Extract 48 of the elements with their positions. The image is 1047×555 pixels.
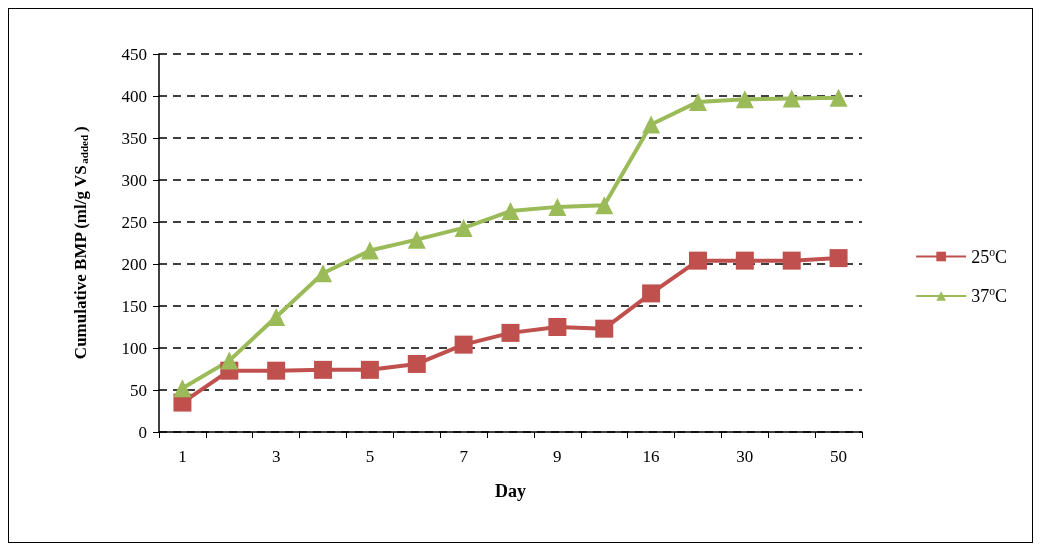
point xyxy=(548,197,567,216)
y-tick-label: 250 xyxy=(121,212,147,232)
x-tick-label: 7 xyxy=(459,447,469,466)
y-tick-label: 450 xyxy=(121,44,147,64)
point xyxy=(829,249,848,268)
x-tick-label: 50 xyxy=(830,447,848,466)
y-axis-title: Cumulative BMP (ml/g VSadded) xyxy=(70,126,90,360)
point xyxy=(782,251,801,270)
y-tick-label: 50 xyxy=(130,380,147,400)
point xyxy=(314,360,333,379)
x-tick-label: 3 xyxy=(271,447,281,466)
point xyxy=(454,218,473,237)
point xyxy=(501,323,520,342)
point xyxy=(173,379,192,398)
point xyxy=(267,307,286,326)
point xyxy=(548,318,567,336)
point xyxy=(595,196,614,215)
point xyxy=(735,251,754,270)
x-tick-label: 9 xyxy=(553,447,562,466)
point xyxy=(220,351,239,370)
point xyxy=(688,92,707,111)
x-axis-title: Day xyxy=(495,481,526,501)
point xyxy=(360,241,379,260)
y-tick-label: 300 xyxy=(121,170,147,190)
x-tick-label: 30 xyxy=(736,447,754,466)
y-tick-label: 150 xyxy=(121,296,147,316)
point xyxy=(314,264,333,283)
x-tick-label: 16 xyxy=(642,447,660,466)
y-tick-label: 400 xyxy=(121,86,147,106)
point xyxy=(735,90,754,109)
point xyxy=(407,230,426,249)
y-tick-label: 350 xyxy=(121,128,147,148)
point xyxy=(267,361,286,380)
point xyxy=(642,284,661,303)
point xyxy=(688,251,707,270)
y-tick-label: 0 xyxy=(138,422,147,442)
y-tick-label: 200 xyxy=(121,254,147,274)
point xyxy=(642,115,661,134)
point xyxy=(407,354,426,373)
point xyxy=(782,89,801,108)
point xyxy=(360,360,379,379)
point xyxy=(595,319,614,338)
point xyxy=(829,88,848,107)
x-tick-label: 5 xyxy=(365,447,375,466)
point xyxy=(501,202,520,221)
point xyxy=(454,335,473,354)
x-tick-label: 1 xyxy=(178,447,187,466)
y-tick-label: 100 xyxy=(121,338,147,358)
